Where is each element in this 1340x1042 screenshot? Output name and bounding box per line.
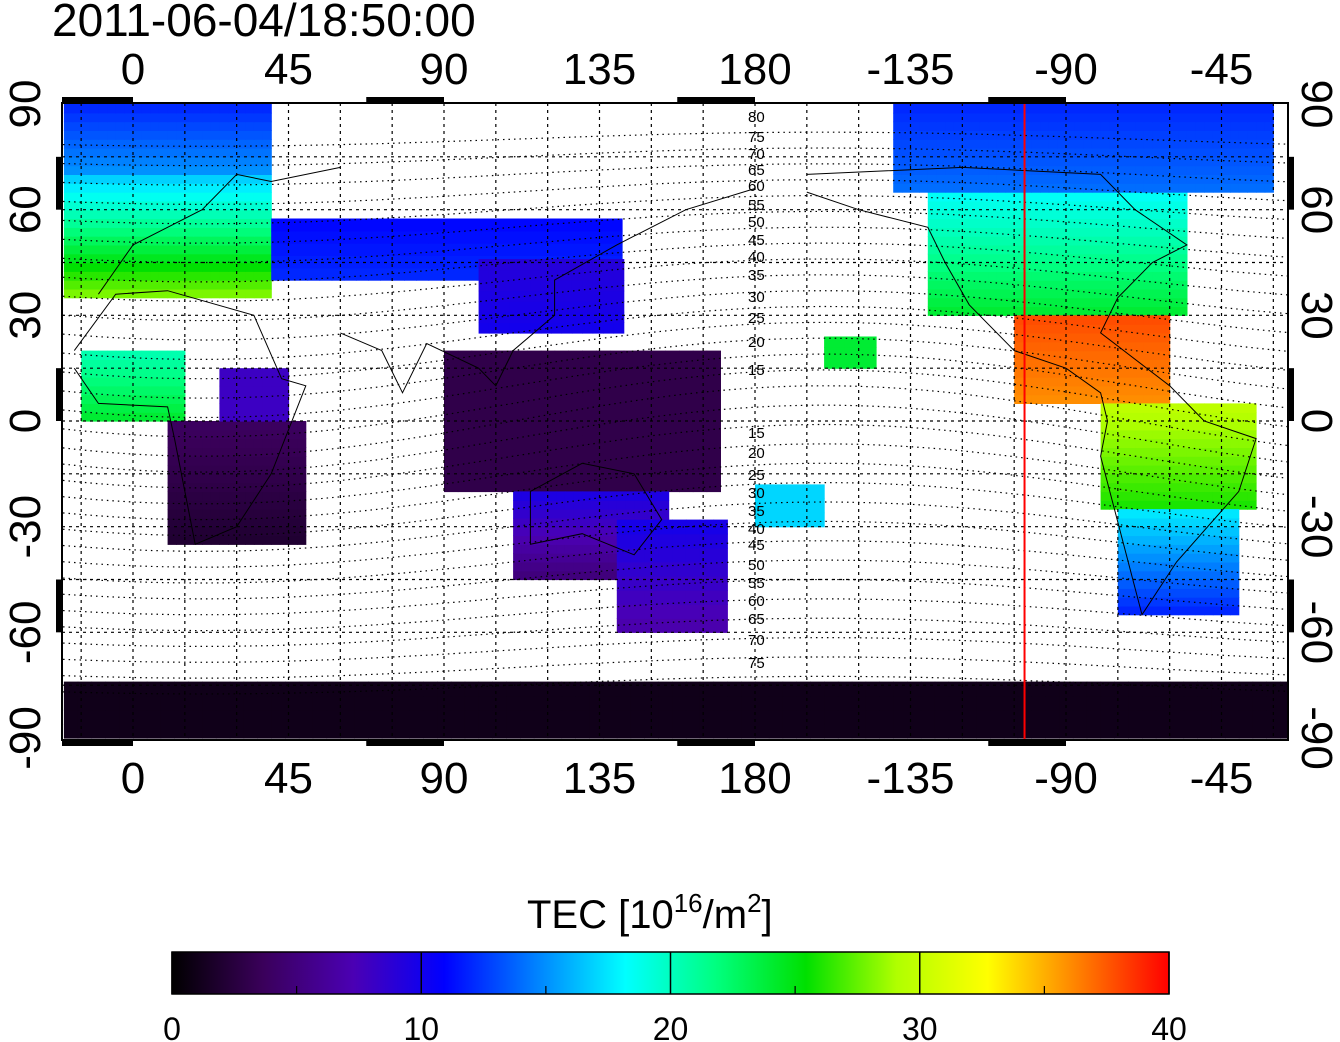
map-panel: 8075706560555045403530252015152025303540… — [56, 97, 1294, 746]
colorbar-tick-label: 0 — [163, 1011, 181, 1042]
lat-label-right: 90 — [1292, 80, 1340, 129]
lon-label-bottom: -45 — [1190, 754, 1254, 803]
lon-label-bottom: 0 — [121, 754, 145, 803]
lon-label-bottom: 45 — [264, 754, 313, 803]
lon-label-top: 90 — [420, 45, 469, 94]
contour-label: 55 — [748, 575, 765, 592]
contour-label: 20 — [748, 334, 765, 351]
lat-label-left: 60 — [1, 185, 50, 234]
contour-labels: 8075706560555045403530252015152025303540… — [748, 109, 765, 672]
lon-label-top: 135 — [563, 45, 636, 94]
lat-label-left: 0 — [1, 409, 50, 433]
contour-label: 25 — [748, 310, 765, 327]
contour-label: 35 — [748, 503, 765, 520]
lon-label-top: -135 — [866, 45, 954, 94]
lat-label-right: 60 — [1292, 185, 1340, 234]
lon-label-bottom: 135 — [563, 754, 636, 803]
colorbar-tick-label: 40 — [1151, 1011, 1187, 1042]
title: 2011-06-04/18:50:00 — [52, 0, 476, 46]
contour-label: 50 — [748, 557, 765, 574]
contour-label: 15 — [748, 362, 765, 379]
contour-label: 55 — [748, 197, 765, 214]
frame-tick-bars — [56, 97, 1294, 746]
lon-label-top: -45 — [1190, 45, 1254, 94]
colorbar-ticks: 0 10 20 30 40 — [163, 952, 1187, 1042]
colorbar-tick-label: 20 — [653, 1011, 689, 1042]
colorbar-label-close: ] — [762, 893, 773, 937]
lon-label-top: -90 — [1034, 45, 1098, 94]
colorbar-label-unit: /m — [703, 893, 747, 937]
lat-label-right: -30 — [1292, 495, 1340, 559]
top-longitude-labels: 0 45 90 135 180 -135 -90 -45 — [121, 45, 1254, 94]
contour-label: 20 — [748, 445, 765, 462]
lat-label-left: -60 — [1, 601, 50, 665]
contour-label: 40 — [748, 521, 765, 538]
contour-label: 35 — [748, 267, 765, 284]
lat-label-left: -90 — [1, 706, 50, 770]
contour-label: 70 — [748, 146, 765, 163]
colorbar-label-main: TEC [10 — [527, 893, 674, 937]
contour-label: 65 — [748, 611, 765, 628]
lon-label-top: 0 — [121, 45, 145, 94]
lon-label-top: 45 — [264, 45, 313, 94]
contour-label: 80 — [748, 109, 765, 126]
tec-data-layer — [62, 103, 1288, 740]
lat-label-right: 30 — [1292, 291, 1340, 340]
contour-label: 45 — [748, 537, 765, 554]
contour-label: 30 — [748, 289, 765, 306]
contour-label: 30 — [748, 485, 765, 502]
right-latitude-labels: 90 60 30 0 -30 -60 -90 — [1292, 80, 1340, 770]
lon-label-bottom: -90 — [1034, 754, 1098, 803]
lat-label-right: -90 — [1292, 706, 1340, 770]
colorbar: TEC [1016/m2] 0 10 20 30 40 — [163, 888, 1187, 1042]
lon-label-bottom: 90 — [420, 754, 469, 803]
colorbar-tick-label: 30 — [902, 1011, 938, 1042]
lon-label-top: 180 — [718, 45, 791, 94]
colorbar-tick-label: 10 — [403, 1011, 439, 1042]
graticule — [62, 103, 1288, 740]
map-frame — [61, 102, 1289, 741]
colorbar-label: TEC [1016/m2] — [527, 888, 773, 937]
lat-label-right: -60 — [1292, 601, 1340, 665]
contour-label: 75 — [748, 655, 765, 672]
contour-label: 40 — [748, 249, 765, 266]
contour-label: 45 — [748, 232, 765, 249]
contour-label: 25 — [748, 467, 765, 484]
lat-label-left: 30 — [1, 291, 50, 340]
colorbar-label-exp2: 2 — [747, 888, 761, 918]
lat-label-left: 90 — [1, 80, 50, 129]
lon-label-bottom: -135 — [866, 754, 954, 803]
contour-label: 15 — [748, 425, 765, 442]
contour-label: 50 — [748, 214, 765, 231]
contour-label: 60 — [748, 593, 765, 610]
lat-label-right: 0 — [1292, 409, 1340, 433]
contour-label: 75 — [748, 129, 765, 146]
left-latitude-labels: 90 60 30 0 -30 -60 -90 — [1, 80, 50, 770]
bottom-longitude-labels: 0 45 90 135 180 -135 -90 -45 — [121, 754, 1254, 803]
magnetic-latitude-contours — [62, 131, 1288, 695]
contour-label: 60 — [748, 178, 765, 195]
contour-label: 65 — [748, 162, 765, 179]
lon-label-bottom: 180 — [718, 754, 791, 803]
lat-label-left: -30 — [1, 495, 50, 559]
colorbar-label-exp: 16 — [674, 888, 703, 918]
contour-label: 70 — [748, 632, 765, 649]
